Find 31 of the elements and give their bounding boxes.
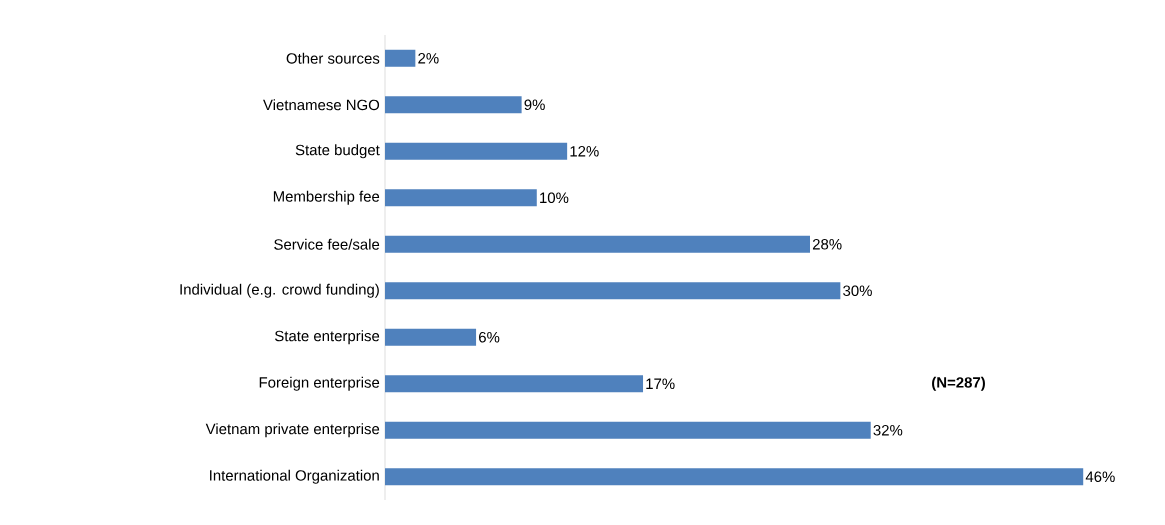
data-label: 12% xyxy=(570,145,599,157)
bar xyxy=(385,375,644,393)
data-label: 10% xyxy=(540,192,569,204)
y-tick-label: Vietnam private enterprise xyxy=(205,423,380,438)
y-tick-label: International Organization xyxy=(210,469,379,484)
y-tick-label: State enterprise xyxy=(274,330,380,345)
data-label: 9% xyxy=(524,99,545,111)
bar xyxy=(385,282,841,300)
bar xyxy=(385,96,522,114)
data-label: 6% xyxy=(479,331,500,343)
data-label: 28% xyxy=(812,238,842,250)
bar xyxy=(385,421,871,439)
bar xyxy=(385,189,537,207)
data-label: 2% xyxy=(418,52,439,64)
bar xyxy=(385,235,810,253)
y-tick-label: Individual (e.g. crowd funding) xyxy=(180,283,379,298)
bar xyxy=(385,468,1084,486)
data-label: 17% xyxy=(646,378,675,389)
annotation: (N=287) xyxy=(932,376,985,391)
bar xyxy=(385,328,477,346)
data-label: 46% xyxy=(1085,471,1115,483)
data-label: 32% xyxy=(873,424,903,436)
y-tick-label: State budget xyxy=(295,144,380,159)
bar xyxy=(385,142,568,160)
y-tick-label: Membership fee xyxy=(273,190,380,205)
y-tick-label: Vietnamese NGO xyxy=(263,99,380,111)
data-label: 30% xyxy=(843,285,872,297)
y-tick-label: Foreign enterprise xyxy=(259,376,380,391)
y-tick-label: Service fee/sale xyxy=(274,238,380,250)
y-tick-label: Other sources xyxy=(286,52,380,64)
bar xyxy=(385,49,416,67)
